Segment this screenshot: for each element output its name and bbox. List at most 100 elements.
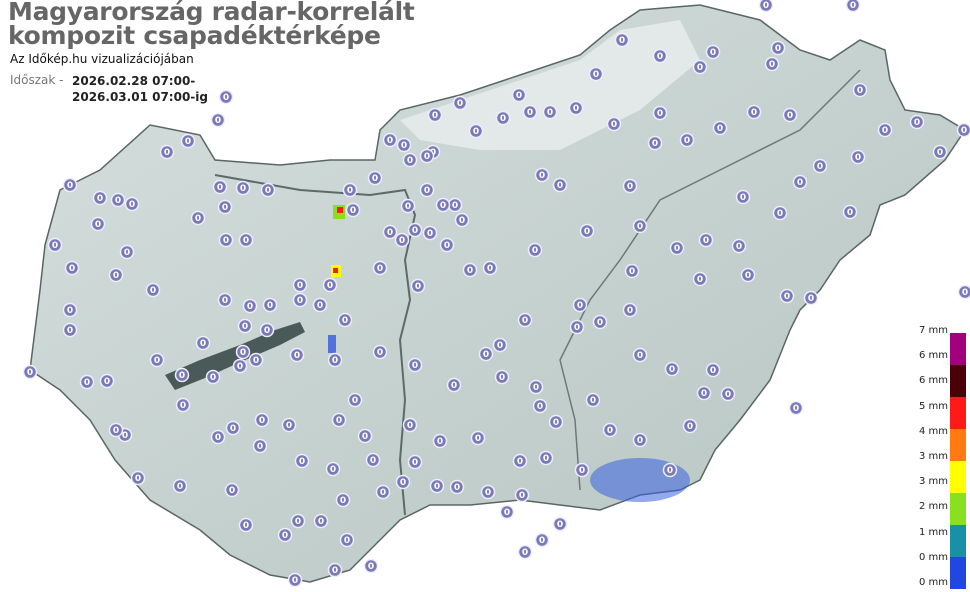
station-marker[interactable]: 0 bbox=[449, 479, 465, 495]
station-marker[interactable]: 0 bbox=[290, 513, 306, 529]
station-marker[interactable]: 0 bbox=[624, 263, 640, 279]
station-marker[interactable]: 0 bbox=[410, 278, 426, 294]
station-marker[interactable]: 0 bbox=[548, 414, 564, 430]
station-marker[interactable]: 0 bbox=[538, 450, 554, 466]
station-marker[interactable]: 0 bbox=[682, 418, 698, 434]
station-marker[interactable]: 0 bbox=[205, 369, 221, 385]
station-marker[interactable]: 0 bbox=[218, 89, 234, 105]
station-marker[interactable]: 0 bbox=[696, 385, 712, 401]
station-marker[interactable]: 0 bbox=[606, 116, 622, 132]
station-marker[interactable]: 0 bbox=[394, 232, 410, 248]
station-marker[interactable]: 0 bbox=[325, 461, 341, 477]
station-marker[interactable]: 0 bbox=[602, 422, 618, 438]
station-marker[interactable]: 0 bbox=[592, 314, 608, 330]
station-marker[interactable]: 0 bbox=[480, 484, 496, 500]
station-marker[interactable]: 0 bbox=[281, 417, 297, 433]
station-marker[interactable]: 0 bbox=[842, 204, 858, 220]
station-marker[interactable]: 0 bbox=[932, 144, 948, 160]
station-marker[interactable]: 0 bbox=[770, 40, 786, 56]
station-marker[interactable]: 0 bbox=[363, 558, 379, 574]
station-marker[interactable]: 0 bbox=[494, 369, 510, 385]
station-marker[interactable]: 0 bbox=[149, 352, 165, 368]
station-marker[interactable]: 0 bbox=[432, 433, 448, 449]
station-marker[interactable]: 0 bbox=[845, 0, 861, 13]
station-marker[interactable]: 0 bbox=[454, 212, 470, 228]
station-marker[interactable]: 0 bbox=[528, 379, 544, 395]
station-marker[interactable]: 0 bbox=[517, 544, 533, 560]
station-marker[interactable]: 0 bbox=[478, 346, 494, 362]
station-marker[interactable]: 0 bbox=[339, 532, 355, 548]
station-marker[interactable]: 0 bbox=[782, 107, 798, 123]
station-marker[interactable]: 0 bbox=[692, 59, 708, 75]
station-marker[interactable]: 0 bbox=[534, 167, 550, 183]
station-marker[interactable]: 0 bbox=[705, 44, 721, 60]
station-marker[interactable]: 0 bbox=[395, 474, 411, 490]
station-marker[interactable]: 0 bbox=[396, 137, 412, 153]
station-marker[interactable]: 0 bbox=[145, 282, 161, 298]
station-marker[interactable]: 0 bbox=[22, 364, 38, 380]
station-marker[interactable]: 0 bbox=[435, 197, 451, 213]
station-marker[interactable]: 0 bbox=[419, 148, 435, 164]
station-marker[interactable]: 0 bbox=[470, 430, 486, 446]
station-marker[interactable]: 0 bbox=[632, 347, 648, 363]
station-marker[interactable]: 0 bbox=[712, 120, 728, 136]
station-marker[interactable]: 0 bbox=[852, 82, 868, 98]
station-marker[interactable]: 0 bbox=[764, 56, 780, 72]
station-marker[interactable]: 0 bbox=[679, 132, 695, 148]
station-marker[interactable]: 0 bbox=[746, 104, 762, 120]
station-marker[interactable]: 0 bbox=[124, 196, 140, 212]
station-marker[interactable]: 0 bbox=[803, 290, 819, 306]
station-marker[interactable]: 0 bbox=[365, 452, 381, 468]
station-marker[interactable]: 0 bbox=[235, 344, 251, 360]
station-marker[interactable]: 0 bbox=[312, 297, 328, 313]
station-marker[interactable]: 0 bbox=[446, 377, 462, 393]
station-marker[interactable]: 0 bbox=[692, 271, 708, 287]
station-marker[interactable]: 0 bbox=[758, 0, 774, 13]
station-marker[interactable]: 0 bbox=[462, 262, 478, 278]
station-marker[interactable]: 0 bbox=[447, 197, 463, 213]
station-marker[interactable]: 0 bbox=[495, 110, 511, 126]
station-marker[interactable]: 0 bbox=[62, 302, 78, 318]
station-marker[interactable]: 0 bbox=[159, 144, 175, 160]
station-marker[interactable]: 0 bbox=[108, 267, 124, 283]
station-marker[interactable]: 0 bbox=[439, 237, 455, 253]
station-marker[interactable]: 0 bbox=[779, 288, 795, 304]
station-marker[interactable]: 0 bbox=[512, 453, 528, 469]
station-marker[interactable]: 0 bbox=[108, 422, 124, 438]
station-marker[interactable]: 0 bbox=[172, 478, 188, 494]
station-marker[interactable]: 0 bbox=[235, 180, 251, 196]
station-marker[interactable]: 0 bbox=[345, 202, 361, 218]
station-marker[interactable]: 0 bbox=[468, 123, 484, 139]
station-marker[interactable]: 0 bbox=[277, 527, 293, 543]
station-marker[interactable]: 0 bbox=[90, 216, 106, 232]
station-marker[interactable]: 0 bbox=[372, 344, 388, 360]
station-marker[interactable]: 0 bbox=[79, 374, 95, 390]
station-marker[interactable]: 0 bbox=[64, 260, 80, 276]
station-marker[interactable]: 0 bbox=[735, 189, 751, 205]
station-marker[interactable]: 0 bbox=[574, 462, 590, 478]
station-marker[interactable]: 0 bbox=[99, 373, 115, 389]
station-marker[interactable]: 0 bbox=[382, 224, 398, 240]
station-marker[interactable]: 0 bbox=[292, 277, 308, 293]
station-marker[interactable]: 0 bbox=[622, 178, 638, 194]
station-marker[interactable]: 0 bbox=[335, 492, 351, 508]
station-marker[interactable]: 0 bbox=[909, 114, 925, 130]
station-marker[interactable]: 0 bbox=[772, 205, 788, 221]
station-marker[interactable]: 0 bbox=[252, 438, 268, 454]
station-marker[interactable]: 0 bbox=[740, 267, 756, 283]
station-marker[interactable]: 0 bbox=[210, 429, 226, 445]
station-marker[interactable]: 0 bbox=[572, 297, 588, 313]
station-marker[interactable]: 0 bbox=[632, 432, 648, 448]
station-marker[interactable]: 0 bbox=[407, 222, 423, 238]
station-marker[interactable]: 0 bbox=[322, 277, 338, 293]
station-marker[interactable]: 0 bbox=[237, 318, 253, 334]
station-marker[interactable]: 0 bbox=[175, 397, 191, 413]
station-marker[interactable]: 0 bbox=[698, 232, 714, 248]
station-marker[interactable]: 0 bbox=[357, 428, 373, 444]
station-marker[interactable]: 0 bbox=[588, 66, 604, 82]
station-marker[interactable]: 0 bbox=[62, 322, 78, 338]
station-marker[interactable]: 0 bbox=[119, 244, 135, 260]
station-marker[interactable]: 0 bbox=[327, 352, 343, 368]
station-marker[interactable]: 0 bbox=[232, 358, 248, 374]
